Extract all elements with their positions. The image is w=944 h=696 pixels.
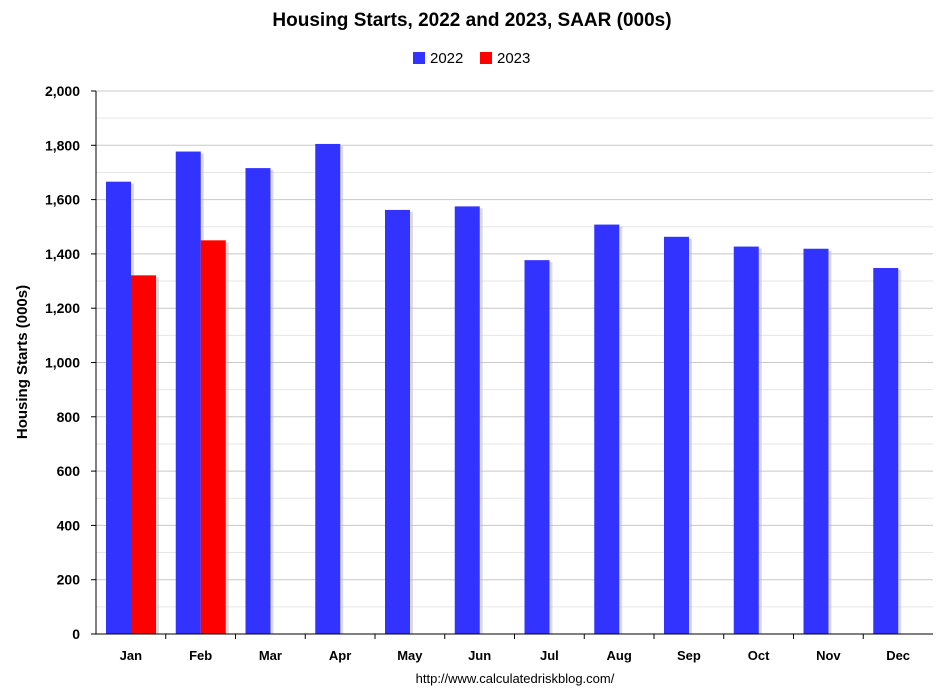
legend-swatch-2022 — [413, 52, 425, 64]
x-tick-label: Jul — [540, 648, 559, 663]
x-tick-label: Nov — [816, 648, 841, 663]
x-tick-label: Apr — [329, 648, 351, 663]
x-tick-label: Dec — [886, 648, 910, 663]
legend: 2022 2023 — [413, 50, 530, 67]
x-tick-label: Mar — [259, 648, 282, 663]
x-tick-labels: Jan Feb Mar Apr May Jun Jul Aug Sep Oct Nov Dec — [120, 648, 910, 663]
y-tick-label: 800 — [57, 409, 81, 425]
y-tick-label: 0 — [72, 626, 80, 642]
y-tick-label: 1,200 — [45, 300, 80, 316]
chart-title: Housing Starts, 2022 and 2023, SAAR (000… — [272, 10, 671, 31]
y-tick-label: 2,000 — [45, 83, 80, 99]
bar-2022-jun — [454, 206, 480, 634]
y-tick-label: 1,600 — [45, 192, 80, 208]
bar-2023-jan — [131, 275, 156, 634]
bar-2022-oct — [733, 246, 759, 634]
bar-2022-sep — [664, 236, 689, 634]
x-tick-label: Sep — [677, 648, 701, 663]
bar-2022-mar — [245, 168, 271, 634]
y-tick-label: 1,400 — [45, 246, 80, 262]
y-tick-label: 1,800 — [45, 137, 80, 153]
bar-2022-jan — [106, 181, 131, 634]
bar-2022-aug — [594, 224, 620, 634]
gridlines — [96, 90, 933, 608]
bar-2023-feb — [200, 240, 226, 634]
y-tick-label: 400 — [57, 517, 81, 533]
bar-2022-jul — [524, 260, 550, 634]
y-axis-label: Housing Starts (000s) — [14, 285, 31, 439]
y-tick-label: 600 — [57, 463, 81, 479]
y-tick-label: 200 — [57, 572, 81, 588]
x-tick-label: Oct — [748, 648, 770, 663]
x-tick-label: May — [397, 648, 423, 663]
legend-swatch-2023 — [480, 52, 492, 64]
bar-2022-dec — [873, 268, 899, 634]
x-tick-label: Jun — [468, 648, 491, 663]
axes — [91, 90, 933, 639]
y-tick-labels: 0 200 400 600 800 1,000 1,200 1,400 1,600 1,800 2,… — [45, 83, 80, 642]
bar-2022-apr — [315, 143, 341, 634]
bar-2022-feb — [175, 151, 201, 634]
bars — [106, 143, 902, 635]
x-tick-label: Aug — [606, 648, 631, 663]
y-tick-label: 1,000 — [45, 355, 80, 371]
x-tick-label: Feb — [189, 648, 212, 663]
legend-label-2023: 2023 — [497, 50, 530, 67]
bar-2022-may — [385, 209, 410, 635]
x-tick-label: Jan — [120, 648, 142, 663]
bar-2022-nov — [803, 248, 829, 634]
source-note: http://www.calculatedriskblog.com/ — [416, 671, 615, 686]
legend-label-2022: 2022 — [430, 50, 463, 67]
